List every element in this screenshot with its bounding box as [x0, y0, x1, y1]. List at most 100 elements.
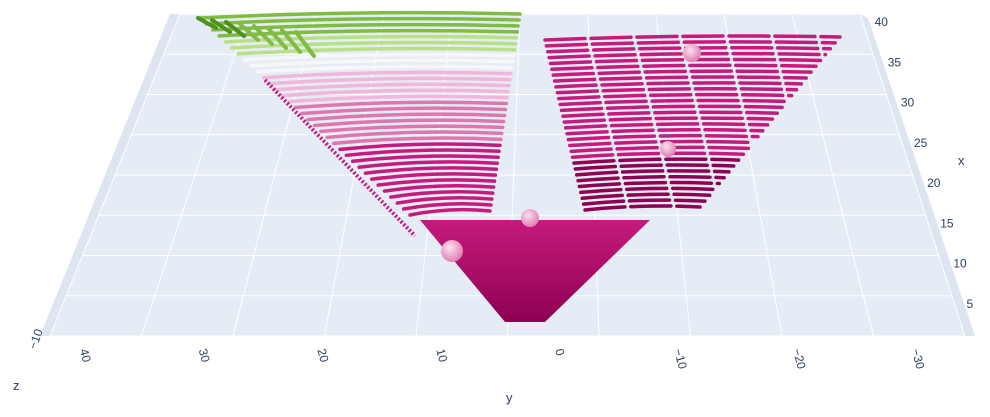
x-tick-label: 5: [967, 297, 974, 311]
point-streak: [543, 34, 842, 42]
point-streak: [557, 92, 794, 101]
point-streak: [580, 192, 712, 201]
y-axis-title: y: [506, 390, 513, 405]
point-streak: [382, 184, 496, 193]
x-tick-label: 20: [927, 176, 941, 190]
point-streak: [389, 190, 495, 199]
point-streak: [544, 40, 837, 48]
y-tick-label: −30: [909, 347, 928, 371]
y-tick-label: 40: [77, 347, 94, 364]
point-streak: [401, 201, 493, 211]
point-streak: [217, 28, 520, 38]
x-tick-label: 30: [901, 96, 915, 110]
point-streak: [350, 154, 500, 164]
point-streak: [577, 180, 722, 189]
point-streak: [238, 22, 260, 42]
point-streak: [300, 106, 508, 116]
point-streak: [210, 18, 232, 34]
data-highlights: [441, 44, 701, 262]
point-streak: [559, 104, 784, 113]
y-tick-label: 10: [433, 347, 450, 364]
point-streak: [363, 166, 499, 175]
point-streak: [550, 63, 818, 72]
point-streak: [252, 24, 274, 46]
x-tick-label: 25: [914, 136, 928, 150]
highlight-point: [441, 240, 463, 262]
point-streak: [287, 94, 510, 104]
highlight-point: [660, 141, 676, 157]
point-streak: [268, 76, 512, 86]
data-points: [196, 10, 842, 322]
x-tick-label: 15: [940, 216, 954, 230]
point-streak: [338, 142, 502, 152]
point-streak: [573, 163, 736, 171]
plot-side-wall-right: [860, 14, 975, 336]
point-streak: [376, 178, 497, 187]
point-streak: [554, 81, 804, 89]
y-tick-label: 0: [552, 347, 567, 357]
point-streak: [570, 151, 746, 159]
point-streak: [312, 118, 506, 128]
y-tick-label: −20: [790, 347, 809, 371]
y-axis-ticks: 40 30 20 10 0 −10 −20 −30: [77, 347, 928, 371]
point-streak: [196, 16, 218, 30]
point-streak: [280, 28, 302, 54]
point-streak: [565, 128, 765, 136]
point-streak: [293, 100, 509, 110]
point-streak: [579, 186, 717, 195]
x-tick-label: 10: [953, 257, 967, 271]
point-streak: [552, 75, 808, 83]
point-streak: [280, 88, 510, 98]
highlight-point: [683, 44, 701, 62]
highlight-point: [521, 209, 539, 227]
point-streak: [370, 172, 498, 181]
point-streak: [319, 124, 505, 134]
plot-side-wall: [40, 14, 180, 336]
point-streak: [558, 98, 789, 107]
point-streak: [204, 16, 521, 26]
point-streak: [325, 130, 504, 140]
point-streak: [581, 198, 707, 206]
point-streak: [357, 160, 500, 169]
point-streak: [210, 22, 520, 32]
point-streak: [274, 82, 511, 92]
point-streak: [198, 10, 522, 20]
point-streak: [242, 52, 516, 62]
x-tick-label: 40: [875, 15, 889, 29]
point-streak: [344, 148, 501, 158]
z-axis-title: z: [13, 378, 20, 393]
point-cluster-core: [420, 220, 650, 322]
point-streak: [255, 64, 514, 74]
point-streak: [331, 136, 503, 146]
point-streak: [224, 20, 246, 38]
point-streak: [574, 169, 731, 177]
point-streak: [548, 57, 823, 66]
point-streak: [563, 122, 770, 130]
z-axis-tick: −10: [26, 327, 46, 351]
point-streak: [569, 145, 751, 154]
point-streak: [230, 40, 518, 50]
y-tick-label: 30: [196, 347, 213, 364]
point-streak: [576, 174, 726, 183]
y-tick-label: −10: [671, 347, 690, 371]
x-axis-title: x: [958, 153, 965, 168]
point-streak: [568, 139, 755, 148]
point-streak: [306, 112, 507, 122]
point-streak: [294, 30, 316, 58]
point-streak: [566, 133, 760, 142]
point-streak: [572, 157, 741, 165]
point-streak: [551, 69, 813, 77]
point-streak: [583, 204, 702, 212]
point-streak: [408, 207, 492, 217]
point-trail: [263, 78, 417, 238]
point-streak: [223, 34, 519, 44]
point-streak: [562, 116, 775, 124]
point-streak: [236, 46, 517, 56]
point-streak: [266, 26, 288, 50]
x-tick-label: 35: [888, 55, 902, 69]
y-tick-label: 20: [315, 347, 332, 364]
point-streak: [395, 195, 494, 205]
point-streak: [561, 110, 779, 118]
point-streak: [555, 87, 799, 95]
